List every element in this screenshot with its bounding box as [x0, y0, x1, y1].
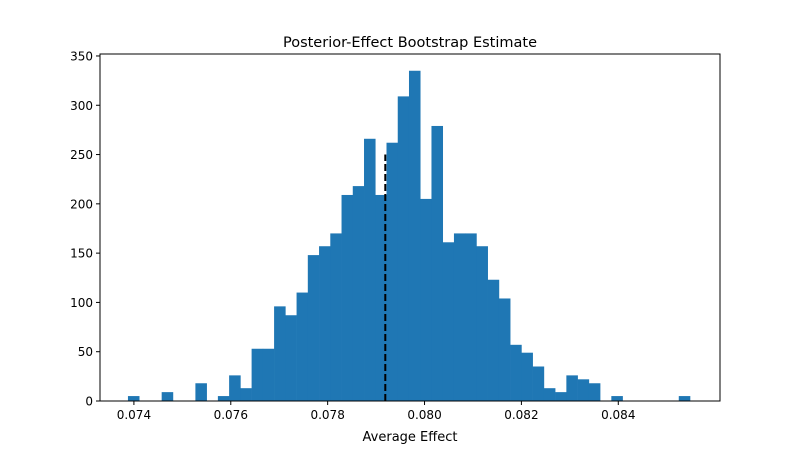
histogram-bar [532, 366, 545, 401]
y-tick-label: 200 [70, 197, 93, 211]
histogram-bar [555, 392, 567, 401]
histogram-bar [678, 396, 691, 401]
y-tick-label: 350 [70, 49, 93, 63]
histogram-bar [274, 306, 286, 401]
y-tick-label: 150 [70, 247, 93, 261]
histogram-bar [330, 233, 342, 401]
chart-title: Posterior-Effect Bootstrap Estimate [283, 35, 537, 51]
histogram-bar [408, 70, 421, 402]
y-tick-label: 0 [85, 395, 93, 409]
histogram-bar [364, 138, 376, 401]
histogram-bar [566, 375, 578, 401]
histogram-bar [420, 198, 432, 401]
histogram-bar [397, 96, 410, 401]
histogram-bar [487, 279, 500, 401]
histogram-bar [229, 375, 241, 401]
bars [127, 70, 691, 402]
x-tick-label: 0.074 [117, 408, 151, 422]
y-tick-label: 50 [78, 345, 93, 359]
x-tick-label: 0.080 [407, 408, 441, 422]
histogram-bar [588, 383, 601, 401]
histogram-bar [307, 255, 320, 401]
histogram-bar [543, 388, 556, 401]
y-tick-label: 300 [70, 99, 93, 113]
histogram-bar [296, 292, 309, 401]
x-tick-label: 0.084 [601, 408, 635, 422]
x-ticks: 0.074 0.076 0.078 0.080 0.082 0.084 [117, 401, 635, 422]
x-tick-label: 0.082 [504, 408, 538, 422]
y-tick-label: 100 [70, 296, 93, 310]
histogram-bar [476, 246, 488, 401]
histogram-bar [251, 348, 264, 401]
histogram-bar [341, 194, 354, 401]
histogram-bar [453, 233, 466, 401]
histogram-bar [386, 142, 399, 401]
histogram-bar [611, 396, 623, 401]
histogram-bar [498, 298, 511, 401]
histogram-bar [375, 194, 387, 401]
histogram-bar [442, 242, 455, 401]
histogram-bar [521, 352, 533, 401]
y-ticks: 0 50 100 150 200 250 300 350 [70, 49, 100, 409]
histogram-bar [161, 392, 174, 401]
histogram-bar [217, 396, 230, 401]
histogram-bar [127, 396, 140, 401]
x-axis-label: Average Effect [363, 430, 458, 445]
histogram-bar [510, 344, 522, 401]
histogram-bar [577, 379, 590, 401]
x-tick-label: 0.078 [310, 408, 344, 422]
y-tick-label: 250 [70, 148, 93, 162]
histogram-bar [285, 315, 297, 401]
histogram-bar [240, 388, 252, 401]
x-tick-label: 0.076 [214, 408, 248, 422]
histogram-bar [352, 186, 365, 401]
histogram-bar [262, 348, 275, 401]
histogram-bar [431, 125, 444, 401]
axes-frame [99, 53, 721, 402]
histogram-bar [465, 233, 477, 401]
histogram-bar [195, 383, 207, 401]
histogram-bar [319, 246, 331, 401]
